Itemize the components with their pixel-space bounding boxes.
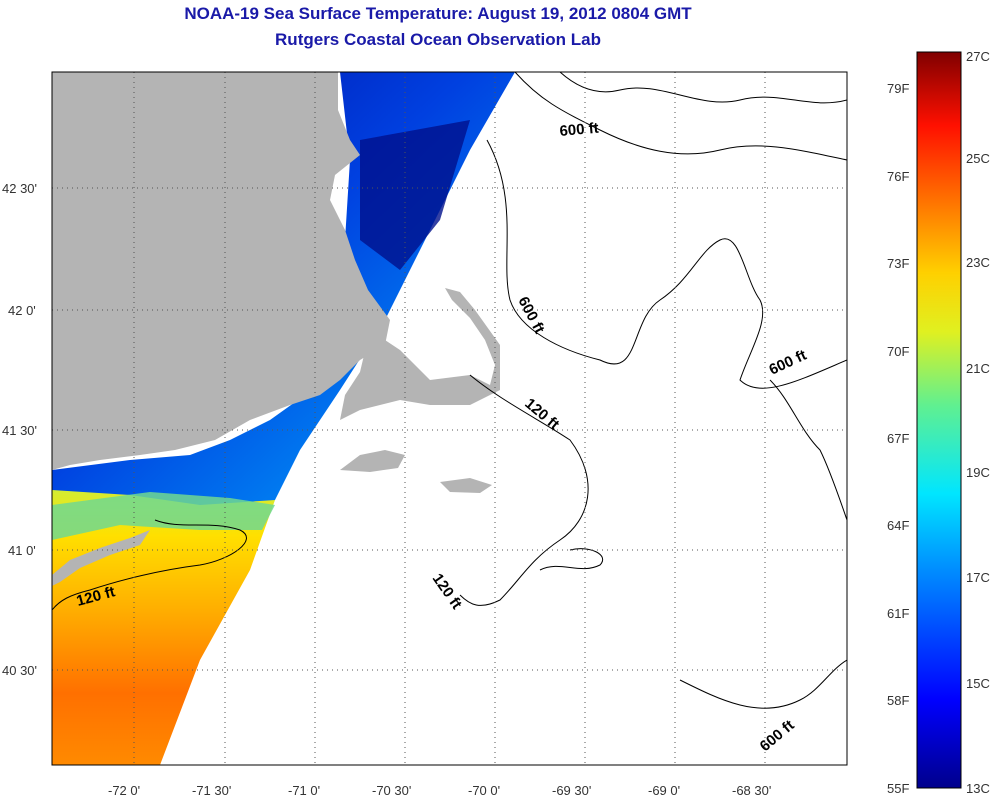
lon-tick-label: -71 0' [288, 783, 320, 798]
colorbar-fahrenheit-label: 73F [887, 256, 909, 271]
lat-tick-label: 42 30' [2, 181, 37, 196]
colorbar-gradient [916, 51, 962, 789]
map-frame [51, 71, 848, 766]
contour-label-120ft-shoals: 120 ft [429, 571, 465, 613]
colorbar-fahrenheit-label: 67F [887, 431, 909, 446]
lat-tick-label: 41 0' [8, 543, 36, 558]
colorbar-celsius-label: 13C [966, 781, 990, 796]
colorbar-fahrenheit-label: 58F [887, 693, 909, 708]
bathymetry-contours [52, 72, 847, 709]
lon-tick-label: -72 0' [108, 783, 140, 798]
colorbar-fahrenheit-label: 64F [887, 518, 909, 533]
lon-tick-label: -68 30' [732, 783, 771, 798]
lon-tick-label: -69 0' [648, 783, 680, 798]
colorbar-celsius-label: 23C [966, 255, 990, 270]
chart-title: NOAA-19 Sea Surface Temperature: August … [184, 4, 692, 23]
latitude-axis: 42 30' 42 0' 41 30' 41 0' 40 30' [2, 181, 37, 678]
temperature-colorbar: 27C 25C 23C 21C 19C 17C 15C 13C 79F 76F … [887, 49, 990, 796]
lon-tick-label: -69 30' [552, 783, 591, 798]
colorbar-celsius-label: 19C [966, 465, 990, 480]
colorbar-fahrenheit-label: 55F [887, 781, 909, 796]
colorbar-celsius-label: 25C [966, 151, 990, 166]
colorbar-celsius-label: 21C [966, 361, 990, 376]
lat-tick-label: 41 30' [2, 423, 37, 438]
colorbar-celsius-label: 15C [966, 676, 990, 691]
contour-label-600ft-cape: 600 ft [514, 294, 547, 337]
colorbar-celsius-label: 27C [966, 49, 990, 64]
lon-tick-label: -71 30' [192, 783, 231, 798]
longitude-axis: -72 0' -71 30' -71 0' -70 30' -70 0' -69… [108, 783, 771, 798]
chart-subtitle: Rutgers Coastal Ocean Observation Lab [275, 30, 601, 49]
colorbar-fahrenheit-label: 61F [887, 606, 909, 621]
lon-tick-label: -70 30' [372, 783, 411, 798]
colorbar-fahrenheit-label: 76F [887, 169, 909, 184]
contour-label-600ft-north: 600 ft [559, 120, 600, 140]
land-cape-cod [340, 288, 500, 420]
land-long-island [52, 530, 150, 586]
land-marthas-vineyard [340, 450, 405, 472]
contour-label-600ft-south: 600 ft [757, 717, 798, 755]
colorbar-celsius-label: 17C [966, 570, 990, 585]
sst-green-coast [52, 492, 275, 540]
map-gridlines [52, 72, 847, 765]
map-plot-area [52, 72, 847, 765]
contour-label-600ft-east: 600 ft [767, 347, 810, 379]
lon-tick-label: -70 0' [468, 783, 500, 798]
sst-deep-blue-patch [360, 120, 470, 270]
land-mainland [52, 72, 390, 470]
land-nantucket [440, 478, 492, 493]
lat-tick-label: 42 0' [8, 303, 36, 318]
colorbar-fahrenheit-label: 70F [887, 344, 909, 359]
colorbar-fahrenheit-label: 79F [887, 81, 909, 96]
lat-tick-label: 40 30' [2, 663, 37, 678]
